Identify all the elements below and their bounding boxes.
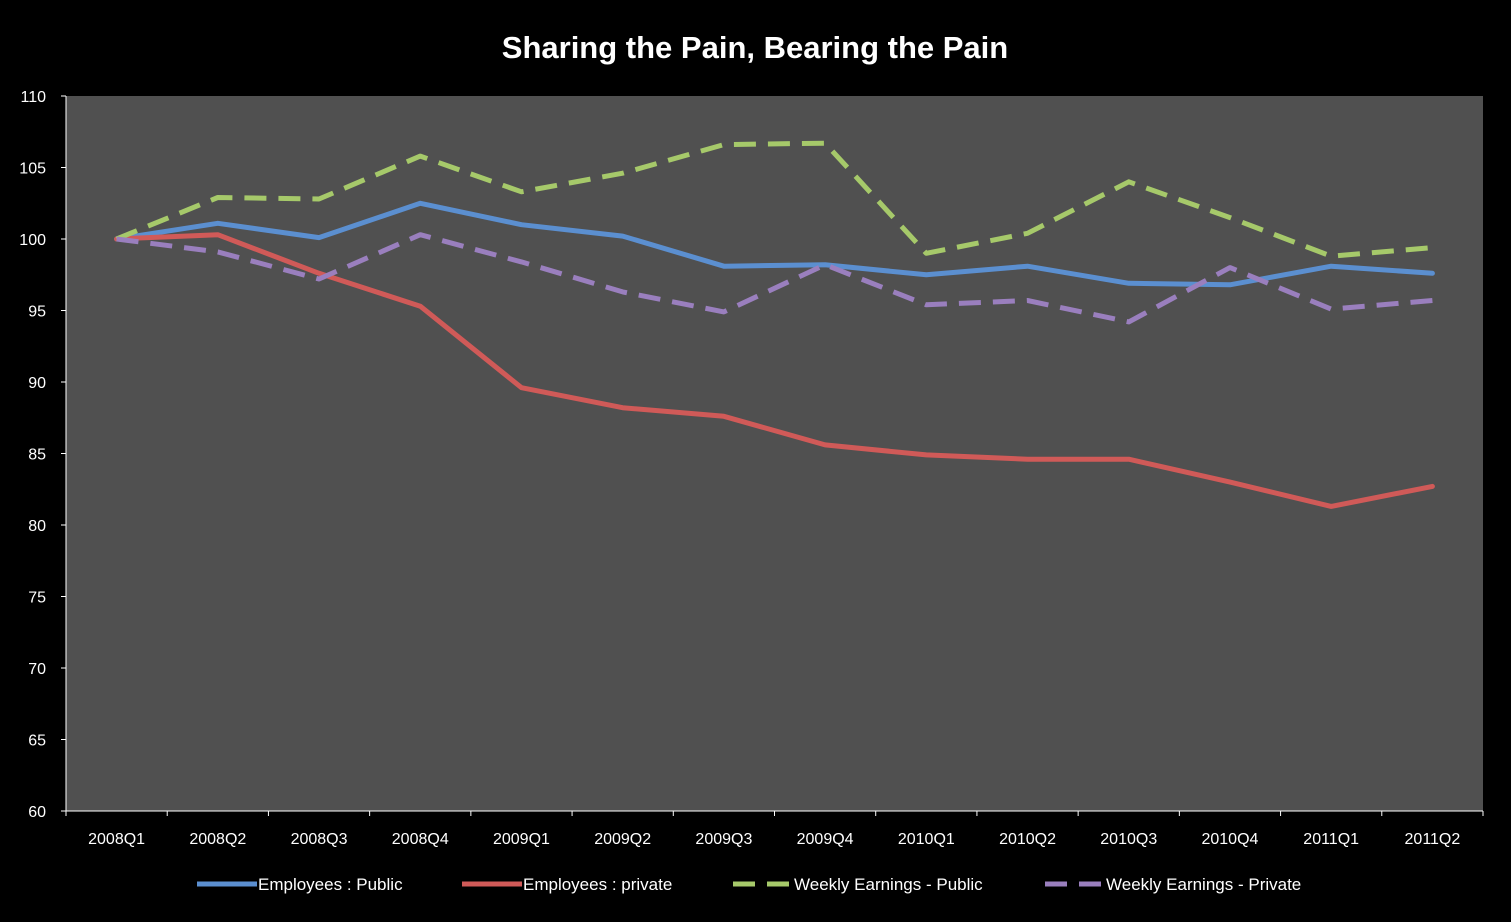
y-tick-label: 95 — [28, 304, 46, 321]
y-tick-label: 85 — [28, 447, 46, 464]
series-layer — [114, 140, 1435, 509]
y-tick-label: 60 — [28, 804, 46, 821]
x-tick-label: 2009Q2 — [594, 831, 651, 848]
series-line-1 — [114, 200, 1435, 288]
axes: 60 65 70 75 80 85 90 95 100 105 110 2008Q1 2008Q2 200… — [19, 89, 1484, 848]
y-tick-label: 110 — [20, 89, 46, 106]
series-line-2 — [114, 232, 1435, 509]
x-tick-label: 2011Q1 — [1303, 831, 1359, 848]
legend-item-1: Employees : Public — [197, 875, 403, 894]
legend-item-3: Weekly Earnings - Public — [733, 875, 983, 894]
y-tick-label: 90 — [28, 375, 46, 392]
x-tick-label: 2009Q1 — [493, 831, 550, 848]
y-tick-label: 70 — [28, 661, 46, 678]
legend-item-2: Employees : private — [462, 875, 672, 894]
y-tick-label: 65 — [28, 733, 46, 750]
series-line-3 — [115, 140, 1433, 259]
x-tick-label: 2009Q4 — [797, 831, 854, 848]
x-tick-label: 2010Q4 — [1201, 831, 1258, 848]
legend: Employees : Public Employees : private Wee… — [197, 875, 1301, 894]
legend-item-4: Weekly Earnings - Private — [1045, 875, 1301, 894]
x-tick-label: 2010Q2 — [999, 831, 1056, 848]
x-tick-label: 2011Q2 — [1405, 831, 1461, 848]
y-tick-label: 100 — [19, 232, 46, 249]
series-line-4 — [116, 232, 1433, 325]
legend-label: Weekly Earnings - Private — [1106, 875, 1301, 894]
legend-label: Employees : private — [523, 875, 672, 894]
x-tick-label: 2010Q3 — [1100, 831, 1157, 848]
plot-area — [66, 96, 1483, 811]
x-tick-label: 2008Q2 — [189, 831, 246, 848]
x-tick-label: 2010Q1 — [898, 831, 955, 848]
chart-title: Sharing the Pain, Bearing the Pain — [502, 30, 1008, 65]
legend-label: Weekly Earnings - Public — [794, 875, 983, 894]
x-tick-label: 2008Q3 — [291, 831, 348, 848]
y-tick-label: 105 — [19, 161, 46, 178]
y-tick-label: 75 — [28, 590, 46, 607]
x-tick-label: 2008Q4 — [392, 831, 449, 848]
x-tick-label: 2008Q1 — [88, 831, 145, 848]
x-tick-label: 2009Q3 — [695, 831, 752, 848]
legend-label: Employees : Public — [258, 875, 403, 894]
y-tick-label: 80 — [28, 518, 46, 535]
